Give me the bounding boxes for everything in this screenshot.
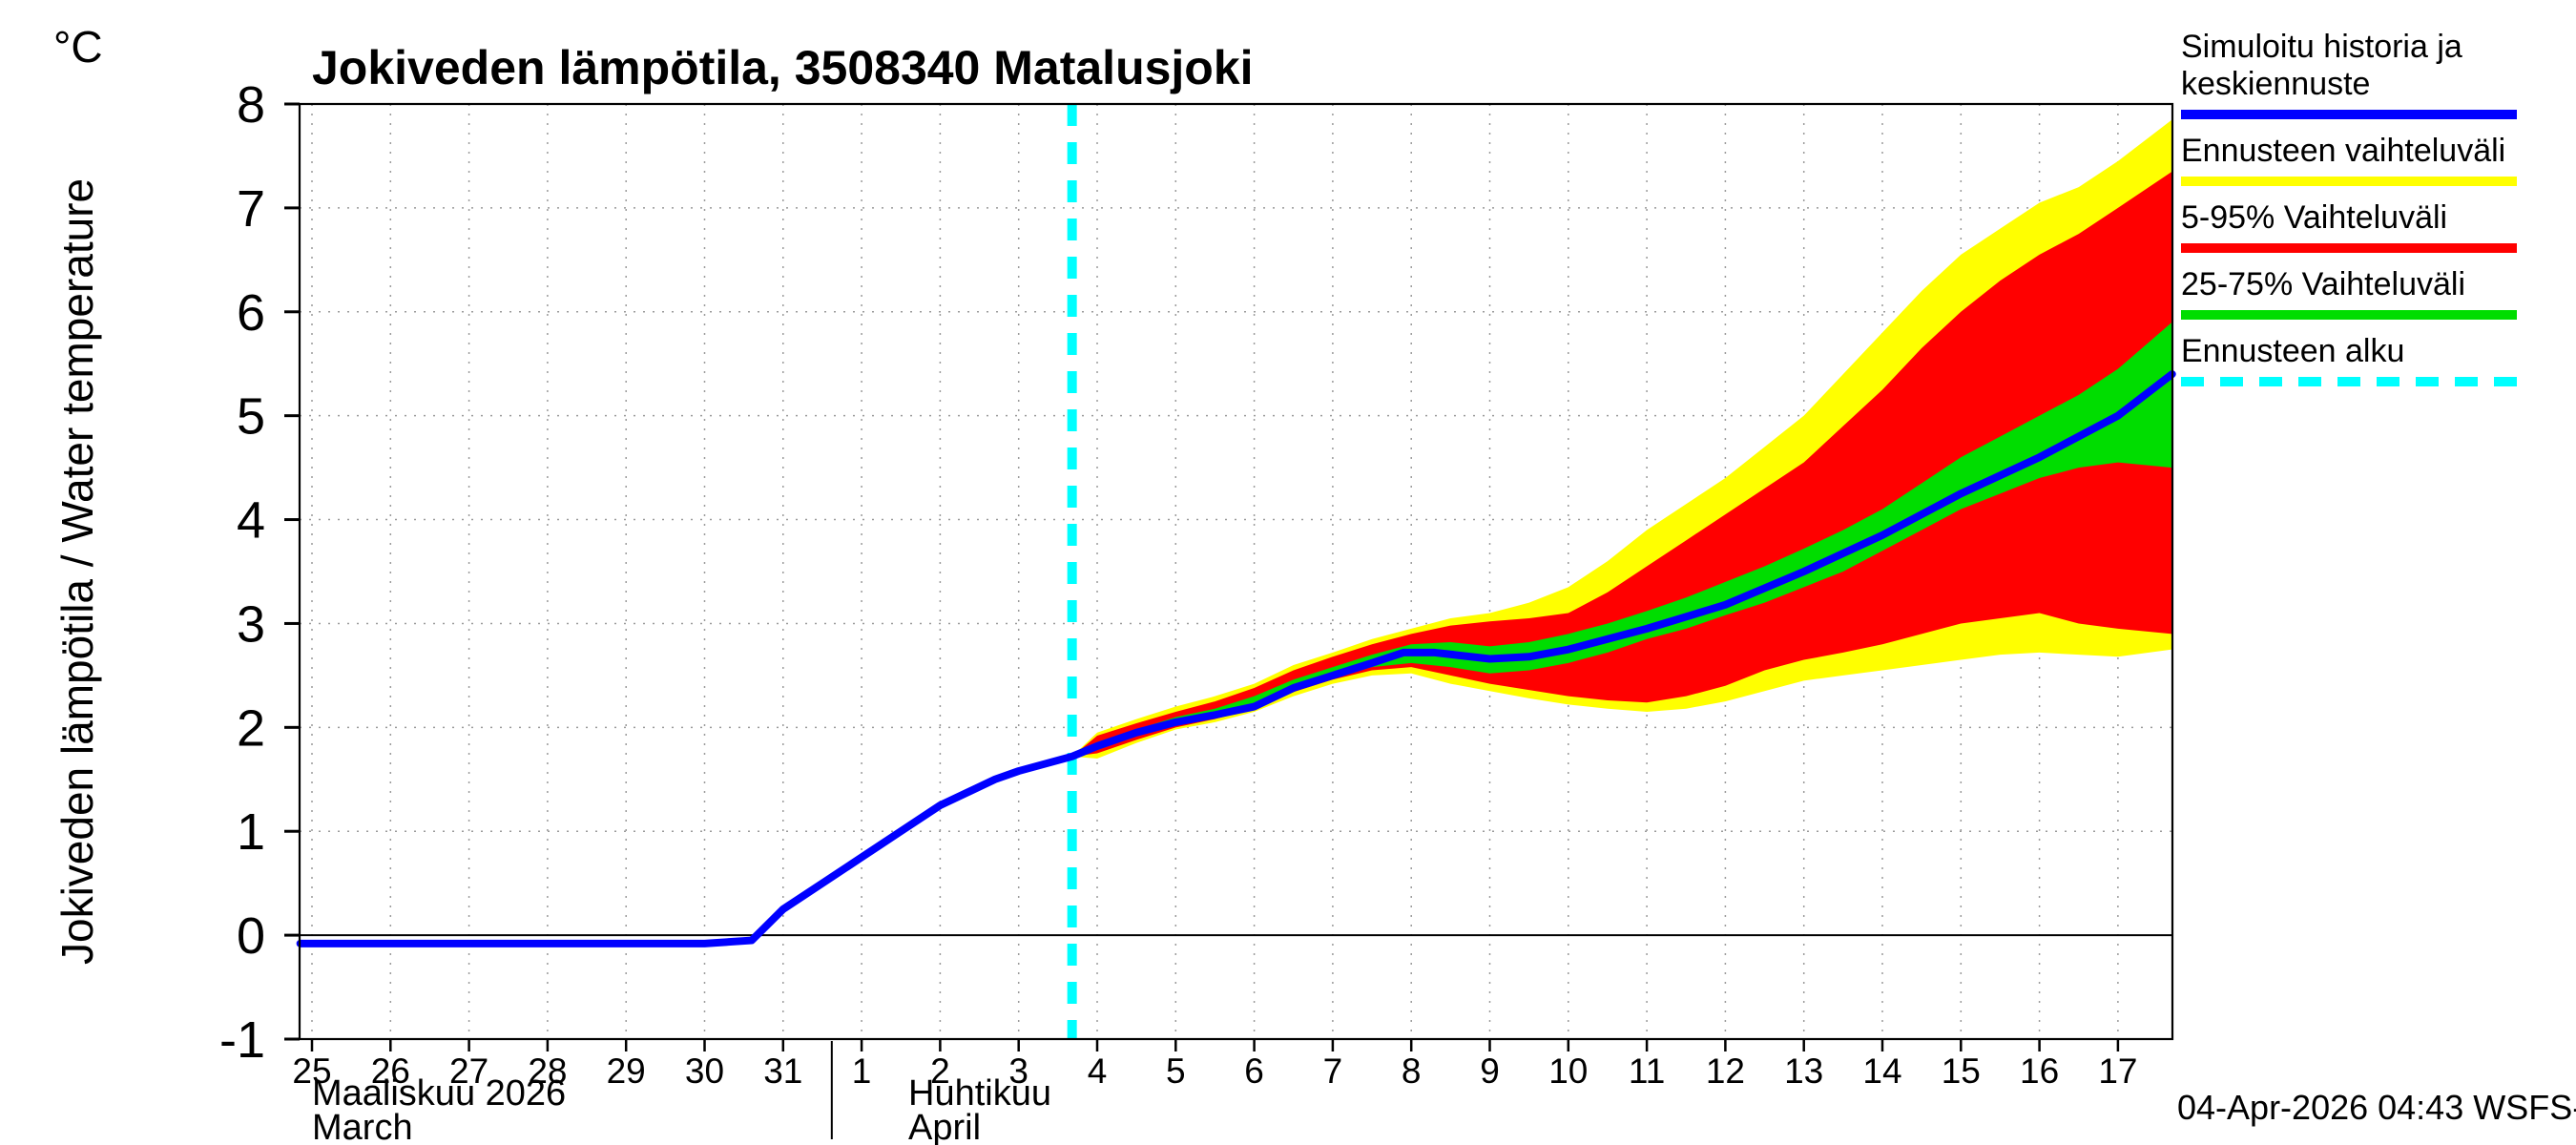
y-axis-unit: °C	[53, 22, 103, 72]
x-tick-label: 16	[2020, 1051, 2059, 1091]
x-tick-label: 31	[763, 1051, 802, 1091]
legend-label: 25-75% Vaihteluväli	[2181, 266, 2465, 302]
legend-swatch-forecast-start	[2181, 377, 2517, 386]
legend-swatch-range-5-95	[2181, 243, 2517, 253]
x-tick-label: 8	[1402, 1051, 1422, 1091]
y-tick-label: 6	[237, 284, 265, 342]
x-tick-label: 17	[2098, 1051, 2137, 1091]
x-tick-label: 28	[528, 1051, 567, 1091]
x-tick-label: 11	[1629, 1051, 1665, 1091]
y-tick-label: 3	[237, 595, 265, 653]
y-tick-label: 1	[237, 803, 265, 861]
legend-entry-range-5-95: 5-95% Vaihteluväli	[2181, 199, 2517, 253]
x-tick-label: 7	[1323, 1051, 1343, 1091]
y-tick-label: -1	[219, 1011, 265, 1069]
plot-frame	[298, 102, 2174, 1041]
month-label-fi: Maaliskuu 2026	[312, 1073, 567, 1114]
legend-swatch-median	[2181, 110, 2517, 119]
x-tick-label: 2	[930, 1051, 950, 1091]
x-tick-label: 30	[685, 1051, 724, 1091]
x-tick-label: 29	[607, 1051, 646, 1091]
legend-entry-range-25-75: 25-75% Vaihteluväli	[2181, 266, 2517, 320]
timestamp: 04-Apr-2026 04:43 WSFS-O	[2177, 1088, 2576, 1127]
band-range-5-95	[1071, 171, 2172, 757]
x-tick-label: 14	[1862, 1051, 1901, 1091]
x-tick-label: 12	[1706, 1051, 1745, 1091]
x-tick-label: 10	[1548, 1051, 1588, 1091]
x-tick-label: 13	[1784, 1051, 1823, 1091]
x-tick-label: 15	[1942, 1051, 1981, 1091]
y-tick-label: 7	[237, 180, 265, 238]
x-axis-month-april: Huhtikuu April	[908, 1073, 1051, 1145]
x-tick-label: 25	[292, 1051, 331, 1091]
x-axis-month-march: Maaliskuu 2026 March	[312, 1073, 567, 1145]
legend-label: Ennusteen vaihteluväli	[2181, 133, 2506, 169]
legend-label: Ennusteen alku	[2181, 333, 2405, 369]
y-tick-label: 2	[237, 699, 265, 757]
legend-label: 5-95% Vaihteluväli	[2181, 199, 2448, 236]
y-tick-label: 0	[237, 907, 265, 965]
x-tick-label: 6	[1244, 1051, 1264, 1091]
x-tick-label: 4	[1088, 1051, 1108, 1091]
x-tick-label: 9	[1480, 1051, 1500, 1091]
y-tick-label: 8	[237, 76, 265, 134]
series-median	[296, 370, 2176, 947]
month-label-fi: Huhtikuu	[908, 1073, 1051, 1114]
y-tick-label: 5	[237, 388, 265, 446]
legend-entry-median: Simuloitu historia ja keskiennuste	[2181, 29, 2517, 119]
legend-swatch-range-25-75	[2181, 310, 2517, 320]
y-tick-label: 4	[237, 492, 265, 550]
x-tick-label: 5	[1166, 1051, 1186, 1091]
x-tick-label: 26	[371, 1051, 410, 1091]
legend-swatch-full-range	[2181, 177, 2517, 186]
legend: Simuloitu historia ja keskiennuste Ennuste…	[2181, 29, 2517, 400]
x-tick-label: 1	[852, 1051, 872, 1091]
x-tick-label: 3	[1008, 1051, 1028, 1091]
legend-label: keskiennuste	[2181, 66, 2371, 102]
month-label-en: March	[312, 1108, 413, 1145]
legend-entry-full-range: Ennusteen vaihteluväli	[2181, 133, 2517, 186]
x-tick-label: 27	[449, 1051, 488, 1091]
month-label-en: April	[908, 1108, 982, 1145]
chart-title: Jokiveden lämpötila, 3508340 Matalusjoki	[312, 41, 1254, 94]
legend-label: Simuloitu historia ja	[2181, 29, 2462, 65]
legend-entry-forecast-start: Ennusteen alku	[2181, 333, 2517, 386]
